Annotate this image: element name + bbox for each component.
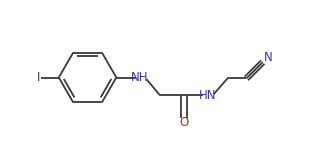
Text: N: N [264,51,273,64]
Text: I: I [37,71,40,84]
Text: O: O [179,116,188,129]
Text: HN: HN [199,89,216,102]
Text: NH: NH [131,71,149,84]
